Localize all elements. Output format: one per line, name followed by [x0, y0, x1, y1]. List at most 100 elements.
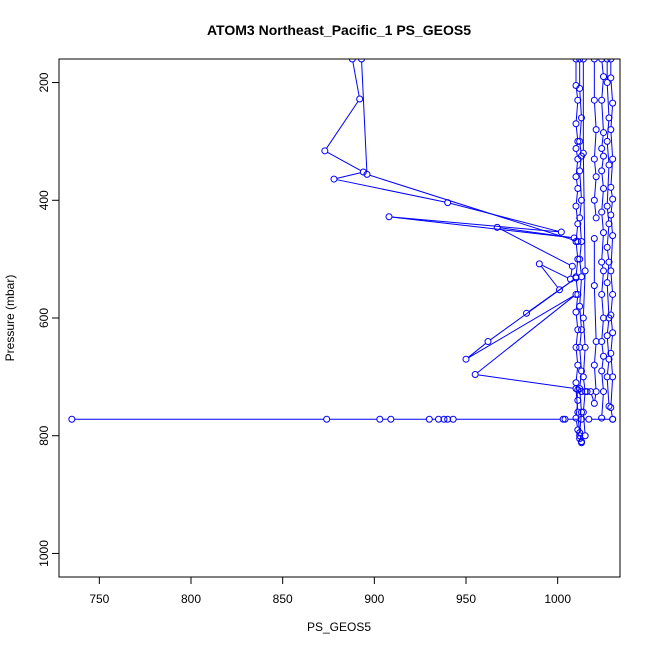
data-point [587, 388, 595, 396]
data-point [607, 74, 615, 82]
data-point [605, 402, 613, 410]
series-segment [591, 394, 594, 401]
data-point [561, 415, 569, 423]
series-segment [336, 179, 445, 203]
chart-title: ATOM3 Northeast_Pacific_1 PS_GEOS5 [207, 22, 471, 38]
data-point [603, 79, 611, 87]
data-point [440, 415, 448, 423]
data-point [609, 290, 617, 298]
series-segment [610, 297, 613, 313]
data-point [323, 415, 331, 423]
data-point [598, 167, 606, 175]
series-segment [606, 285, 610, 316]
series-segment [468, 295, 574, 359]
data-point [576, 84, 584, 92]
data-point [570, 234, 578, 242]
series-segment [601, 273, 604, 292]
data-point [590, 399, 598, 407]
data-point [598, 290, 606, 298]
series-segment [575, 332, 579, 345]
x-axis-label: PS_GEOS5 [307, 620, 371, 634]
data-point [590, 282, 598, 290]
data-point [572, 379, 580, 387]
series-segment [490, 279, 574, 341]
data-point [578, 408, 585, 416]
series-segment [579, 262, 582, 274]
series-7 [598, 59, 607, 422]
data-point [592, 173, 600, 181]
series-segment [594, 132, 597, 157]
data-point [600, 352, 607, 360]
data-point [493, 223, 501, 231]
data-point [68, 415, 76, 423]
data-point [609, 99, 617, 107]
data-point [598, 96, 606, 104]
data-point [600, 388, 607, 396]
series-segment [594, 103, 597, 127]
series-segment [606, 379, 610, 404]
data-point [576, 137, 584, 145]
series-9 [607, 59, 617, 423]
data-point [376, 415, 384, 423]
data-point [578, 439, 585, 447]
series-segment [601, 394, 604, 416]
data-point [581, 267, 589, 275]
series-segment [610, 162, 613, 185]
data-point [607, 183, 615, 191]
x-tick-label: 800 [181, 592, 201, 606]
x-tick-label: 900 [364, 592, 384, 606]
data-point [356, 95, 364, 103]
data-point [605, 258, 613, 266]
series-segment [607, 250, 610, 260]
series-segment [593, 288, 597, 339]
series-segment [610, 335, 613, 351]
data-point [590, 59, 598, 63]
series-segment [601, 191, 604, 210]
series-layer [68, 59, 617, 447]
x-tick-label: 850 [273, 592, 293, 606]
series-segment [610, 410, 613, 417]
series-segment [579, 173, 582, 198]
data-point [572, 308, 580, 316]
y-tick-label: 1000 [37, 540, 51, 567]
data-point [385, 213, 393, 221]
data-point [603, 202, 611, 210]
series-segment [391, 216, 572, 239]
series-segment [579, 435, 582, 440]
series-segment [579, 120, 582, 139]
series-segment [606, 144, 610, 163]
series-segment [579, 220, 582, 239]
series-segment [336, 172, 361, 179]
series-segment [583, 350, 586, 374]
series-segment [601, 103, 604, 130]
series-segment [579, 279, 582, 304]
series-segment [583, 394, 586, 410]
series-segment [601, 173, 604, 186]
x-tick-label: 750 [89, 592, 109, 606]
data-point [576, 59, 584, 63]
data-point [590, 155, 598, 163]
series-segment [575, 126, 579, 139]
series-segment [606, 226, 610, 245]
data-point [576, 302, 584, 310]
series-segment [601, 135, 604, 146]
series-segment [594, 203, 597, 215]
series-segment [601, 79, 604, 98]
data-point [572, 59, 580, 63]
data-point [574, 386, 582, 394]
series-segment [477, 295, 574, 374]
series-segment [601, 264, 604, 269]
series-segment [575, 279, 579, 292]
series-segment [610, 132, 613, 157]
data-point [581, 343, 589, 351]
series-segment [601, 320, 604, 339]
series-segment [478, 374, 574, 389]
data-point [574, 137, 582, 145]
series-segment [327, 151, 361, 172]
data-point [598, 59, 606, 63]
data-point [579, 149, 587, 157]
series-segment [575, 420, 578, 427]
data-point [572, 414, 580, 422]
data-point [600, 73, 607, 81]
